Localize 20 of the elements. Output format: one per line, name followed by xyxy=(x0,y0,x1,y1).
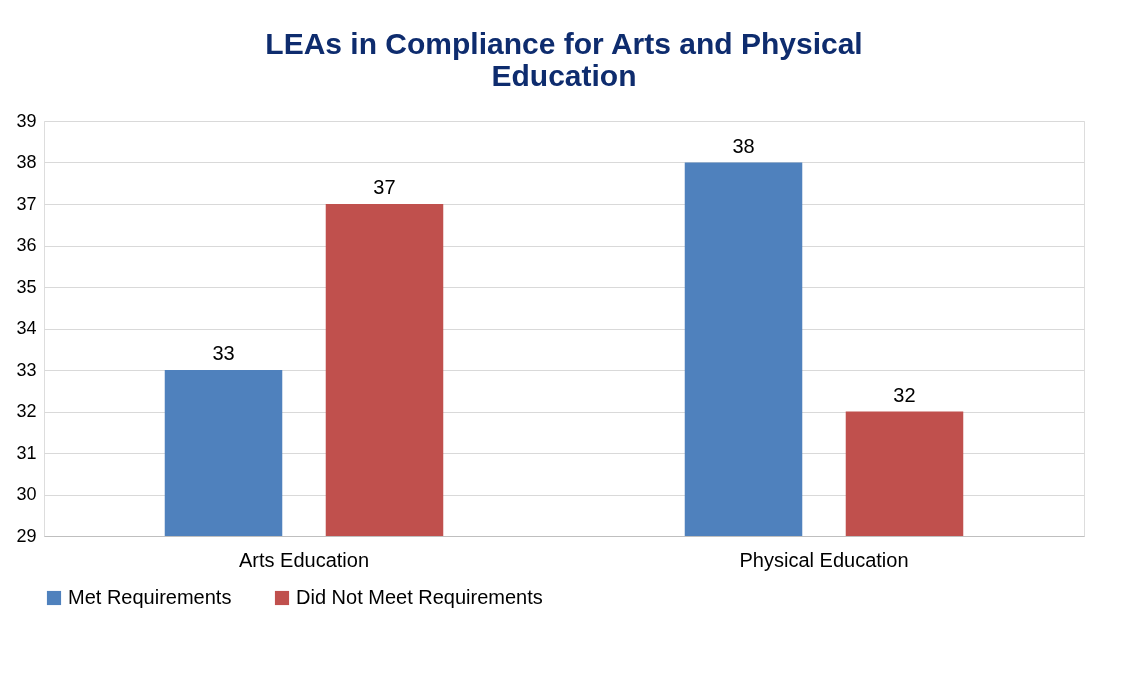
chart-title: LEAs in Compliance for Arts and Physical Education xyxy=(265,27,863,92)
y-tick-label: 38 xyxy=(16,152,37,172)
y-tick-label: 34 xyxy=(16,318,37,338)
data-label: 33 xyxy=(212,342,235,364)
legend-label: Met Requirements xyxy=(68,586,232,608)
data-label: 38 xyxy=(732,134,755,157)
y-tick-label: 29 xyxy=(16,525,37,546)
y-tick-label: 36 xyxy=(16,235,37,255)
x-tick-label: Physical Education xyxy=(739,548,909,571)
y-tick-label: 39 xyxy=(16,110,37,131)
y-tick-label: 31 xyxy=(16,442,37,463)
data-label: 32 xyxy=(893,383,916,406)
data-label: 37 xyxy=(373,176,396,198)
x-tick-label: Arts Education xyxy=(238,548,370,571)
y-tick-label: 33 xyxy=(16,359,37,380)
legend-label: Did Not Meet Requirements xyxy=(296,586,543,608)
y-tick-label: 35 xyxy=(16,276,37,297)
y-tick-label: 30 xyxy=(16,484,37,504)
y-tick-label: 32 xyxy=(16,401,37,421)
y-tick-label: 37 xyxy=(16,193,37,214)
